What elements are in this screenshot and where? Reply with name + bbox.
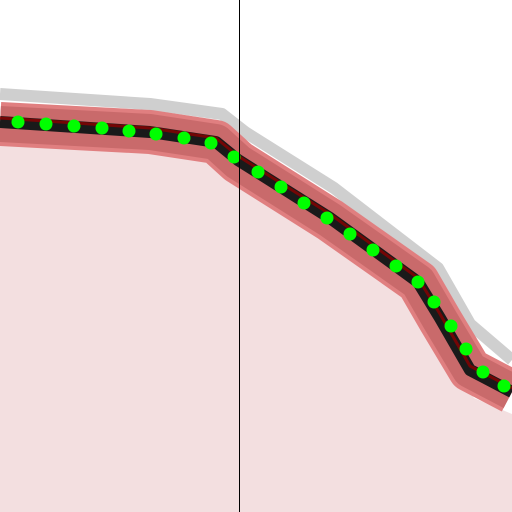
vertex-point[interactable]	[39, 117, 53, 131]
vertex-point[interactable]	[389, 259, 403, 273]
vertex-point[interactable]	[177, 131, 191, 145]
area-fill	[0, 138, 512, 512]
vertex-point[interactable]	[274, 180, 288, 194]
vertex-group[interactable]	[11, 115, 511, 393]
vertex-point[interactable]	[204, 136, 218, 150]
route-shadow	[0, 88, 512, 365]
vertex-point[interactable]	[476, 365, 490, 379]
vertex-point[interactable]	[149, 127, 163, 141]
vertex-point[interactable]	[459, 342, 473, 356]
vertex-point[interactable]	[95, 121, 109, 135]
vertex-point[interactable]	[227, 150, 241, 164]
vertex-point[interactable]	[122, 124, 136, 138]
vertex-point[interactable]	[251, 165, 265, 179]
vertex-point[interactable]	[11, 115, 25, 129]
vertex-point[interactable]	[366, 243, 380, 257]
vertex-point[interactable]	[411, 275, 425, 289]
vertex-point[interactable]	[444, 319, 458, 333]
vertex-point[interactable]	[320, 211, 334, 225]
vertex-point[interactable]	[67, 119, 81, 133]
vertex-point[interactable]	[343, 227, 357, 241]
vertex-point[interactable]	[297, 196, 311, 210]
vertex-point[interactable]	[497, 379, 511, 393]
vertex-point[interactable]	[427, 295, 441, 309]
